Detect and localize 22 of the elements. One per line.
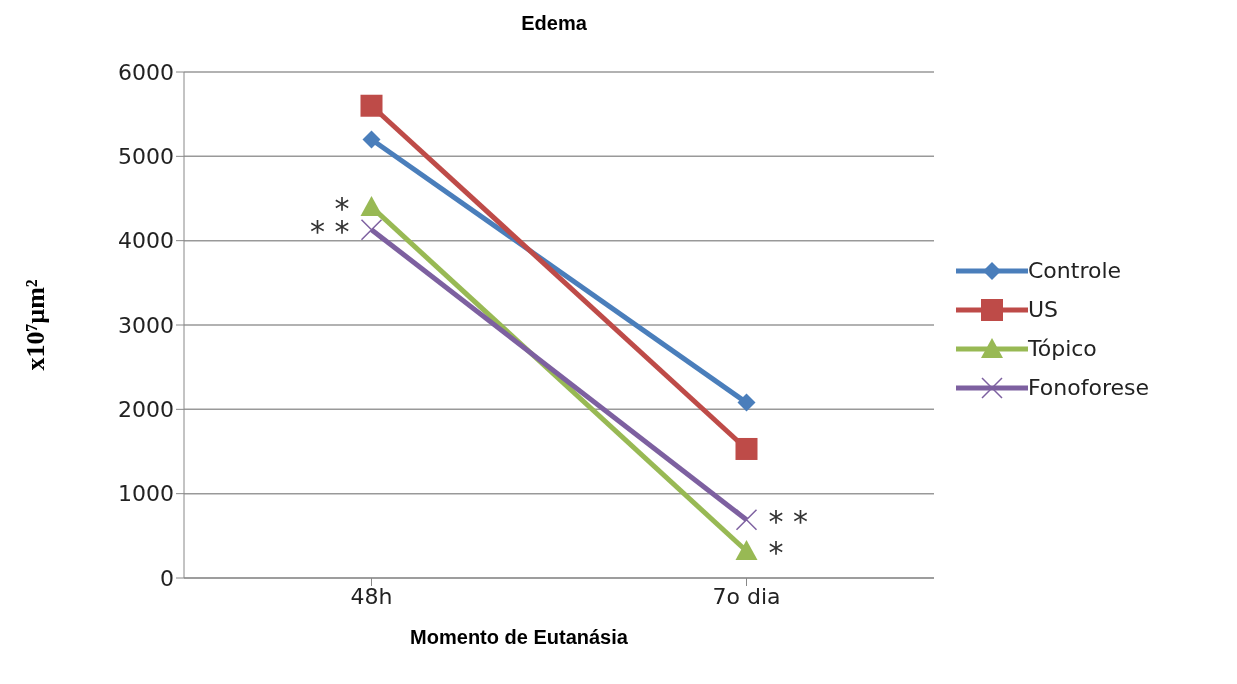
x-tick-label: 48h bbox=[350, 583, 393, 609]
y-tick-label: 4000 bbox=[118, 228, 174, 254]
y-tick-label: 2000 bbox=[118, 397, 174, 423]
legend-label: Controle bbox=[1028, 258, 1122, 283]
y-tick-label: 3000 bbox=[118, 312, 174, 338]
point bbox=[735, 509, 758, 531]
point bbox=[360, 218, 383, 241]
x-axis-title: Momento de Eutanásia bbox=[409, 626, 629, 649]
point bbox=[362, 130, 381, 149]
x-tick-label: 7o dia bbox=[712, 583, 781, 609]
legend-label: Tópico bbox=[1028, 336, 1097, 361]
point bbox=[735, 437, 758, 460]
y-tick-label: 5000 bbox=[118, 144, 174, 170]
y-tick-label: 0 bbox=[160, 565, 174, 591]
point bbox=[737, 393, 756, 412]
y-tick-label: 6000 bbox=[118, 59, 174, 85]
y-tick-label: 1000 bbox=[118, 481, 174, 507]
chart-title: Edema bbox=[521, 12, 587, 34]
legend-label: US bbox=[1028, 297, 1059, 322]
y-axis-title-holder: x10⁷µm² bbox=[8, 8, 68, 678]
point bbox=[360, 94, 383, 117]
legend-label: Fonoforese bbox=[1028, 375, 1150, 400]
